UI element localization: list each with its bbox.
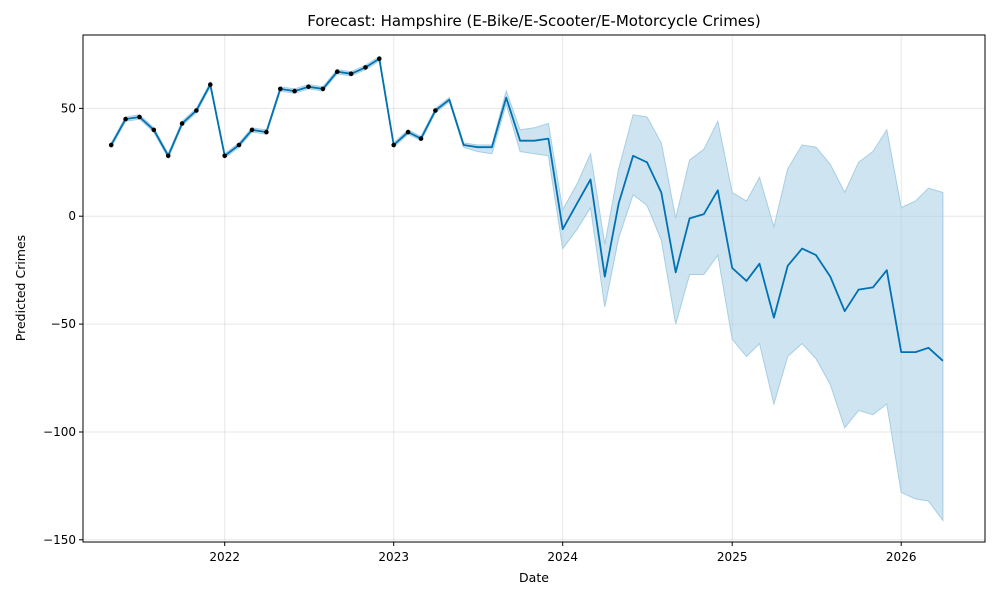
y-tick-label: 50 <box>61 101 76 115</box>
observed-point <box>418 136 424 141</box>
y-tick-label: 0 <box>68 209 76 223</box>
observed-point <box>334 69 340 74</box>
x-tick-label: 2025 <box>717 550 748 564</box>
observed-points <box>108 56 438 159</box>
y-tick-label: −150 <box>43 533 76 547</box>
observed-point <box>292 88 297 94</box>
y-axis-label: Predicted Crimes <box>13 235 28 341</box>
observed-point <box>249 127 255 133</box>
y-axis-ticks: 50 0 −50 −100 −150 <box>43 101 83 547</box>
observed-point <box>433 108 438 113</box>
observed-point <box>405 129 411 135</box>
observed-point <box>137 114 142 120</box>
observed-point <box>348 71 354 77</box>
chart-title: Forecast: Hampshire (E-Bike/E-Scooter/E-… <box>307 12 760 30</box>
x-tick-label: 2023 <box>378 550 409 564</box>
y-tick-label: −100 <box>43 425 76 439</box>
observed-point <box>151 127 157 133</box>
x-tick-label: 2026 <box>886 550 917 564</box>
observed-point <box>320 86 326 92</box>
y-tick-label: −50 <box>51 317 76 331</box>
plot-frame <box>82 34 986 543</box>
x-tick-label: 2022 <box>209 550 240 564</box>
x-axis-ticks: 2022 2023 2024 2025 2026 <box>209 542 916 564</box>
forecast-line <box>110 57 944 362</box>
observed-point <box>377 56 382 61</box>
observed-point <box>306 84 311 90</box>
observed-point <box>222 153 227 159</box>
observed-point <box>194 108 199 113</box>
observed-point <box>179 121 185 126</box>
observed-point <box>165 153 171 159</box>
observed-point <box>363 65 368 70</box>
observed-point <box>391 142 397 148</box>
observed-point <box>208 82 213 87</box>
observed-point <box>278 86 283 92</box>
x-axis-label: Date <box>519 570 549 585</box>
observed-point <box>108 142 114 148</box>
observed-point <box>236 142 242 148</box>
observed-point <box>264 129 269 135</box>
observed-point <box>123 116 128 122</box>
x-tick-label: 2024 <box>547 550 578 564</box>
